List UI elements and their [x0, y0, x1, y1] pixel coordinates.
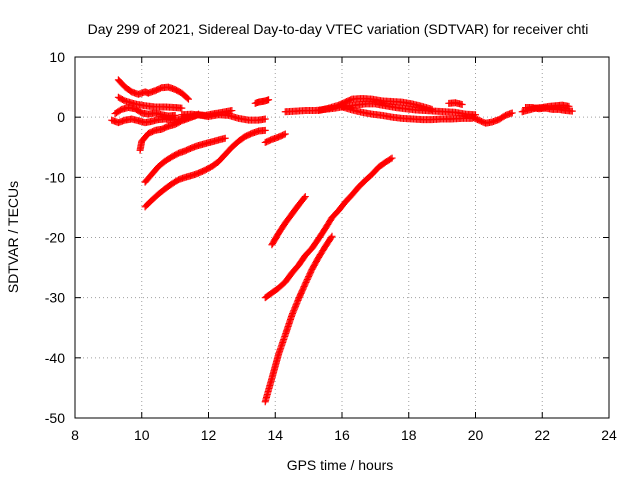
series-arc-9 [251, 96, 273, 107]
x-tick-label: 24 [601, 427, 617, 443]
data-point [568, 107, 576, 115]
y-tick-label: -50 [45, 410, 65, 426]
x-tick-label: 10 [134, 427, 150, 443]
data-point [221, 134, 229, 142]
y-tick-label: 10 [49, 49, 65, 65]
x-axis-label: GPS time / hours [287, 457, 394, 473]
data-point [300, 194, 308, 202]
series-arc-20 [261, 232, 336, 406]
y-tick-label: -10 [45, 169, 65, 185]
data-point [193, 111, 201, 119]
series-arc-12 [315, 95, 436, 115]
series-arc-18 [268, 193, 309, 249]
data-point [388, 154, 396, 162]
data-point [265, 96, 273, 104]
series-arc-17 [522, 104, 576, 115]
data-point [458, 101, 466, 109]
data-point [301, 193, 309, 201]
series-arc-1 [114, 76, 192, 103]
data-point [508, 109, 516, 117]
data-point [290, 305, 298, 313]
data-point [289, 310, 297, 318]
series-arc-13 [338, 103, 476, 124]
series-arc-8 [141, 126, 269, 211]
data-point [280, 131, 288, 139]
data-point [261, 115, 269, 123]
data-point [293, 298, 301, 306]
data-point [292, 302, 300, 310]
data-point [183, 94, 191, 102]
data-point [565, 102, 573, 110]
y-tick-label: -40 [45, 350, 65, 366]
data-point [428, 105, 436, 113]
y-tick-label: -30 [45, 290, 65, 306]
x-tick-label: 20 [468, 427, 484, 443]
data-point [288, 311, 296, 319]
ticks: 8 10 12 14 16 18 20 22 24 10 0 -10 -20 -30 -40 -50 [45, 49, 617, 443]
y-axis-label: SDTVAR / TECUs [5, 181, 21, 293]
data-point [328, 232, 336, 240]
x-tick-label: 16 [334, 427, 350, 443]
data-point [292, 301, 300, 309]
y-tick-label: 0 [57, 109, 65, 125]
series-arc-14 [445, 99, 466, 109]
data-point [171, 111, 179, 119]
data-point [261, 126, 269, 134]
series-arc-15 [468, 109, 516, 127]
x-tick-label: 22 [534, 427, 550, 443]
data-point [290, 307, 298, 315]
series-arc-2 [111, 104, 179, 120]
series-arc-6 [136, 110, 202, 154]
data-point [289, 308, 297, 316]
series-arc-4 [114, 93, 186, 112]
data-point [327, 234, 335, 242]
series-arc-7 [141, 134, 229, 186]
data-points [108, 76, 576, 406]
data-point [291, 304, 299, 312]
y-tick-label: -20 [45, 230, 65, 246]
x-tick-label: 14 [267, 427, 283, 443]
data-point [184, 95, 192, 103]
data-point [178, 104, 186, 112]
chart-title: Day 299 of 2021, Sidereal Day-to-day VTE… [88, 21, 589, 37]
x-tick-label: 18 [401, 427, 417, 443]
data-point [387, 155, 395, 163]
series-arc-10 [261, 130, 289, 146]
series-arc-19 [261, 154, 396, 302]
x-tick-label: 8 [71, 427, 79, 443]
data-point [293, 299, 301, 307]
data-point [281, 130, 289, 138]
x-tick-label: 12 [201, 427, 217, 443]
data-point [194, 110, 202, 118]
